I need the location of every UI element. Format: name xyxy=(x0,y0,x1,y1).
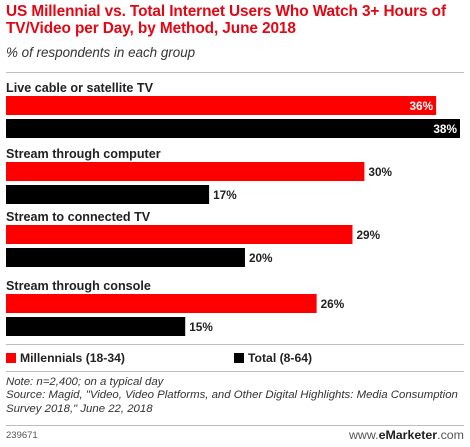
bar-millennials xyxy=(6,225,353,244)
category-label: Stream through console xyxy=(6,279,151,293)
legend-swatch-millennials xyxy=(6,353,16,363)
data-label: 20% xyxy=(249,251,273,265)
category-label: Stream through computer xyxy=(6,147,161,161)
note-text: Note: n=2,400; on a typical day xyxy=(6,376,164,388)
bar-total xyxy=(6,317,186,336)
brand-name: eMarketer xyxy=(378,428,438,442)
legend-label-millennials: Millennials (18-34) xyxy=(20,351,125,365)
bar-millennials xyxy=(6,294,317,313)
footnote: Note: n=2,400; on a typical day Source: … xyxy=(6,376,464,416)
data-label: 15% xyxy=(189,320,213,334)
bar-chart: Live cable or satellite TV 36%38% Stream t… xyxy=(6,81,460,336)
data-label: 30% xyxy=(368,165,392,179)
top-divider xyxy=(6,72,464,73)
data-label: 29% xyxy=(356,228,380,242)
legend-swatch-total xyxy=(234,353,244,363)
data-label: 17% xyxy=(213,188,237,202)
category-label: Stream to connected TV xyxy=(6,210,151,224)
legend-item-total: Total (8-64) xyxy=(234,351,312,365)
legend-divider xyxy=(6,344,464,345)
chart-subtitle: % of respondents in each group xyxy=(6,45,196,60)
bar-millennials xyxy=(6,162,365,181)
data-label: 36% xyxy=(409,99,433,113)
emarketer-logo: www.eMarketer.com xyxy=(349,428,464,442)
legend-item-millennials: Millennials (18-34) xyxy=(6,351,125,365)
bar-total xyxy=(6,185,210,204)
legend-label-total: Total (8-64) xyxy=(248,351,313,365)
brand-suffix: .com xyxy=(437,428,464,442)
bar-millennials xyxy=(6,96,437,115)
data-label: 26% xyxy=(321,297,345,311)
bar-total xyxy=(6,248,245,267)
source-text: Source: Magid, "Video, Video Platforms, … xyxy=(6,389,458,415)
bar-total xyxy=(6,119,460,138)
data-label: 38% xyxy=(433,122,457,136)
category-label: Live cable or satellite TV xyxy=(6,81,154,95)
chart-title: US Millennial vs. Total Internet Users W… xyxy=(6,3,446,37)
brand-prefix: www. xyxy=(348,428,379,442)
footer-divider xyxy=(6,371,464,372)
chart-id: 239671 xyxy=(6,430,38,441)
bottom-divider xyxy=(6,425,464,426)
